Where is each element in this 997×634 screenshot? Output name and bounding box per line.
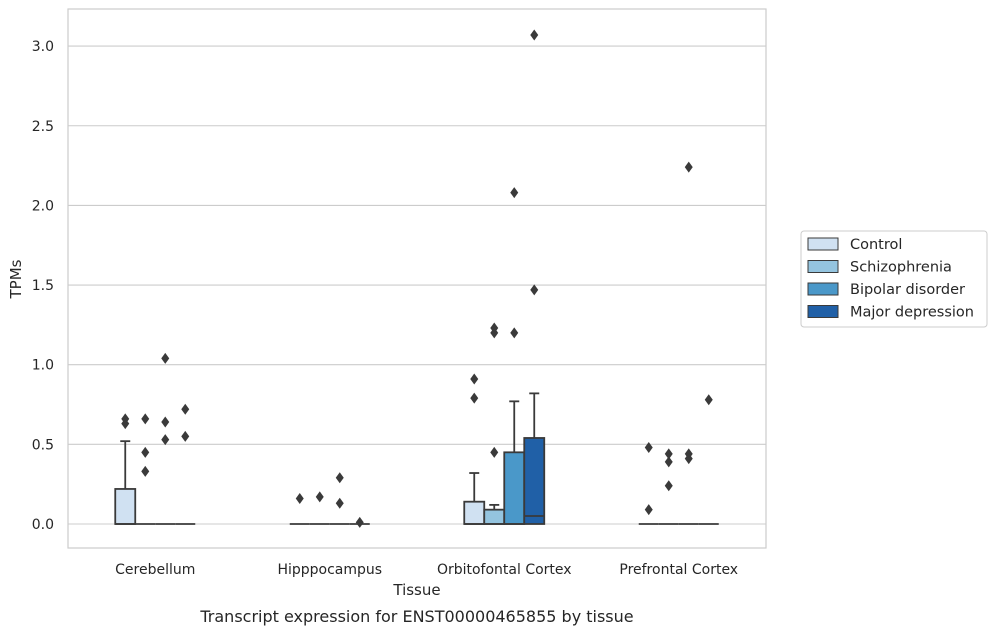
box-groups bbox=[114, 29, 719, 528]
x-tick-label: Prefrontal Cortex bbox=[619, 562, 738, 578]
box-1-2 bbox=[329, 472, 350, 525]
legend-entry: Bipolar disorder bbox=[807, 282, 965, 298]
outlier-point bbox=[490, 322, 499, 334]
grid-lines bbox=[68, 45, 766, 525]
y-tick-label: 1.5 bbox=[32, 278, 54, 294]
outlier-point bbox=[644, 504, 653, 516]
box-1-1 bbox=[309, 491, 330, 525]
outlier-point bbox=[664, 448, 673, 460]
outlier-point bbox=[315, 491, 324, 503]
outlier-point bbox=[141, 413, 150, 425]
outlier-point bbox=[121, 413, 130, 425]
box bbox=[503, 451, 526, 525]
legend-frame bbox=[800, 230, 988, 328]
outlier-point bbox=[470, 392, 479, 404]
y-tick-label: 2.5 bbox=[32, 119, 54, 135]
x-axis-ticks: Cerebellum Hipppocampus Orbitofontal Corte… bbox=[115, 562, 738, 578]
box bbox=[523, 437, 546, 525]
outlier-point bbox=[530, 29, 539, 41]
outlier-point bbox=[161, 416, 170, 428]
y-tick-label: 0.0 bbox=[32, 517, 54, 533]
y-axis-ticks: 0.0 0.5 1.0 1.5 2.0 2.5 3.0 bbox=[32, 39, 54, 533]
outlier-point bbox=[664, 456, 673, 468]
box-2-2 bbox=[503, 187, 526, 525]
box-2-0 bbox=[463, 373, 486, 525]
outlier-point bbox=[335, 472, 344, 484]
box-0-0 bbox=[114, 413, 137, 525]
box-3-0 bbox=[638, 442, 659, 525]
y-tick-label: 1.0 bbox=[32, 358, 54, 374]
box-2-1 bbox=[483, 322, 506, 525]
legend-entry: Schizophrenia bbox=[807, 260, 952, 276]
outlier-point bbox=[355, 516, 364, 528]
x-tick-label: Hipppocampus bbox=[277, 562, 382, 578]
legend-swatch bbox=[807, 305, 839, 318]
legend-label: Control bbox=[850, 237, 902, 253]
box-0-3 bbox=[175, 403, 196, 525]
x-tick-label: Cerebellum bbox=[115, 562, 195, 578]
box-3-3 bbox=[698, 394, 719, 525]
box-1-3 bbox=[349, 516, 370, 528]
outlier-point bbox=[295, 493, 304, 505]
outlier-point bbox=[510, 327, 519, 339]
box-0-1 bbox=[135, 413, 156, 525]
outlier-point bbox=[704, 394, 713, 406]
box bbox=[114, 488, 137, 525]
legend-entry: Control bbox=[807, 237, 902, 253]
box-2-3 bbox=[523, 29, 546, 525]
outlier-point bbox=[470, 373, 479, 385]
outlier-point bbox=[684, 161, 693, 173]
outlier-point bbox=[141, 446, 150, 458]
legend-items: Control Schizophrenia Bipolar disorder Majo… bbox=[807, 237, 974, 321]
x-tick-label: Orbitofontal Cortex bbox=[437, 562, 572, 578]
box bbox=[483, 508, 506, 525]
legend-label: Bipolar disorder bbox=[850, 282, 965, 298]
outlier-point bbox=[510, 187, 519, 199]
outlier-point bbox=[335, 497, 344, 509]
x-axis-label: Tissue bbox=[392, 581, 440, 599]
outlier-point bbox=[490, 446, 499, 458]
box-1-0 bbox=[289, 493, 310, 525]
y-axis-label: TPMs bbox=[7, 259, 25, 299]
outlier-point bbox=[181, 403, 190, 415]
box-3-2 bbox=[678, 161, 699, 525]
outlier-point bbox=[644, 442, 653, 454]
outlier-point bbox=[161, 352, 170, 364]
legend-label: Schizophrenia bbox=[850, 260, 952, 276]
outlier-point bbox=[161, 434, 170, 446]
legend-label: Major depression bbox=[850, 305, 974, 321]
legend-entry: Major depression bbox=[807, 305, 974, 321]
box-0-2 bbox=[155, 352, 176, 525]
y-tick-label: 3.0 bbox=[32, 39, 54, 55]
box-3-1 bbox=[658, 448, 679, 525]
outlier-point bbox=[684, 448, 693, 460]
y-tick-label: 0.5 bbox=[32, 437, 54, 453]
chart-caption: Transcript expression for ENST0000046585… bbox=[199, 607, 633, 626]
outlier-point bbox=[664, 480, 673, 492]
outlier-point bbox=[181, 430, 190, 442]
legend-swatch bbox=[807, 237, 839, 251]
y-tick-label: 2.0 bbox=[32, 198, 54, 214]
plot-area-frame bbox=[67, 8, 767, 549]
legend: Control Schizophrenia Bipolar disorder Majo… bbox=[800, 230, 988, 328]
legend-swatch bbox=[807, 282, 839, 296]
box bbox=[463, 500, 486, 525]
outlier-point bbox=[530, 284, 539, 296]
legend-swatch bbox=[807, 260, 839, 273]
outlier-point bbox=[141, 465, 150, 477]
